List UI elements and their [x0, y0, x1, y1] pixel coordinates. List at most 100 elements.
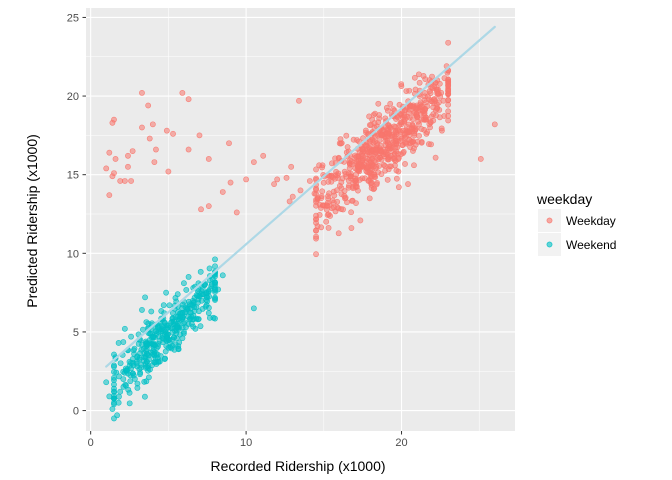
weekday-point [413, 111, 420, 117]
x-tick-label: 0 [88, 437, 94, 449]
weekday-point [359, 175, 366, 182]
weekday-point [149, 121, 156, 128]
weekend-point [120, 376, 127, 383]
weekday-point [340, 206, 346, 213]
weekday-points [103, 39, 498, 258]
weekday-point [375, 100, 382, 107]
weekday-point [125, 163, 131, 170]
weekend-point [147, 366, 153, 373]
weekday-point [445, 101, 452, 108]
weekend-point [111, 395, 117, 402]
weekday-point [151, 159, 158, 165]
weekday-point [243, 176, 249, 183]
weekday-point [331, 192, 338, 199]
weekend-point [143, 358, 150, 365]
weekend-point [126, 400, 133, 407]
weekend-point [206, 265, 213, 272]
weekday-point [185, 146, 192, 153]
weekday-point [163, 127, 170, 134]
weekday-point [106, 192, 113, 199]
weekday-point [145, 102, 152, 109]
weekday-point [372, 174, 379, 180]
weekday-point [432, 154, 439, 161]
weekend-point [176, 317, 183, 324]
weekend-point [183, 287, 190, 293]
weekend-point [175, 346, 182, 353]
weekday-point [325, 178, 332, 185]
weekend-point [142, 393, 148, 400]
x-axis-title: Recorded Ridership (x1000) [210, 458, 385, 474]
weekday-point [366, 122, 373, 128]
weekend-point [131, 376, 138, 382]
weekday-point [422, 114, 429, 121]
weekend-point [117, 388, 124, 395]
weekday-point [395, 184, 402, 191]
legend-title: weekday [536, 191, 592, 207]
weekday-point [418, 126, 425, 132]
weekend-point [180, 320, 187, 327]
weekday-point [411, 74, 418, 81]
weekday-point [354, 137, 360, 143]
weekday-point [103, 165, 110, 172]
weekday-point [385, 126, 392, 133]
weekday-point [347, 173, 354, 180]
weekend-point [185, 273, 192, 280]
weekday-point [391, 157, 398, 163]
weekday-point [409, 122, 416, 129]
weekday-point [427, 118, 434, 125]
weekday-point [349, 183, 356, 190]
y-axis-title: Predicted Ridership (x1000) [24, 134, 40, 308]
weekend-point [111, 363, 117, 370]
weekday-point [362, 127, 369, 134]
weekday-point [477, 156, 484, 162]
weekday-point [109, 173, 116, 180]
weekday-point [440, 97, 447, 104]
weekday-point [416, 79, 423, 86]
weekend-point [202, 303, 209, 310]
weekday-point [205, 203, 212, 210]
weekday-point [196, 132, 203, 139]
weekend-point [139, 307, 145, 313]
weekday-point [170, 130, 176, 137]
weekend-point [121, 325, 128, 332]
weekend-point [156, 358, 163, 365]
weekend-point [111, 415, 117, 422]
weekday-point [332, 175, 338, 182]
weekday-point [396, 111, 403, 117]
legend-key-weekend [546, 241, 553, 248]
weekday-point [226, 140, 232, 147]
weekday-point [366, 169, 373, 176]
weekday-point [393, 167, 400, 174]
legend-key-weekday [546, 217, 553, 224]
weekend-point [197, 268, 204, 275]
fit-line-group [105, 25, 496, 368]
weekend-point [162, 355, 168, 362]
weekday-point [390, 139, 396, 146]
x-tick-label: 20 [395, 437, 407, 449]
y-tick-label: 15 [67, 170, 79, 182]
weekday-point [342, 171, 349, 177]
weekday-point [146, 135, 153, 142]
weekday-point [139, 124, 145, 131]
weekday-point [343, 132, 350, 139]
weekday-point [325, 211, 332, 218]
weekday-point [398, 133, 405, 140]
weekend-point [172, 295, 179, 301]
weekend-point [169, 315, 176, 322]
weekday-point [438, 125, 445, 132]
weekday-point [393, 175, 400, 182]
weekday-point [344, 199, 350, 206]
weekend-point [136, 366, 143, 373]
weekday-point [313, 235, 319, 242]
weekday-point [419, 104, 426, 110]
weekday-point [402, 116, 408, 123]
weekday-point [338, 191, 345, 197]
weekday-point [296, 97, 302, 104]
weekday-point [337, 140, 344, 147]
weekday-point [227, 179, 234, 186]
weekend-point [111, 385, 117, 392]
weekend-point [158, 308, 165, 314]
weekend-point [126, 389, 133, 396]
weekend-point [165, 324, 172, 331]
